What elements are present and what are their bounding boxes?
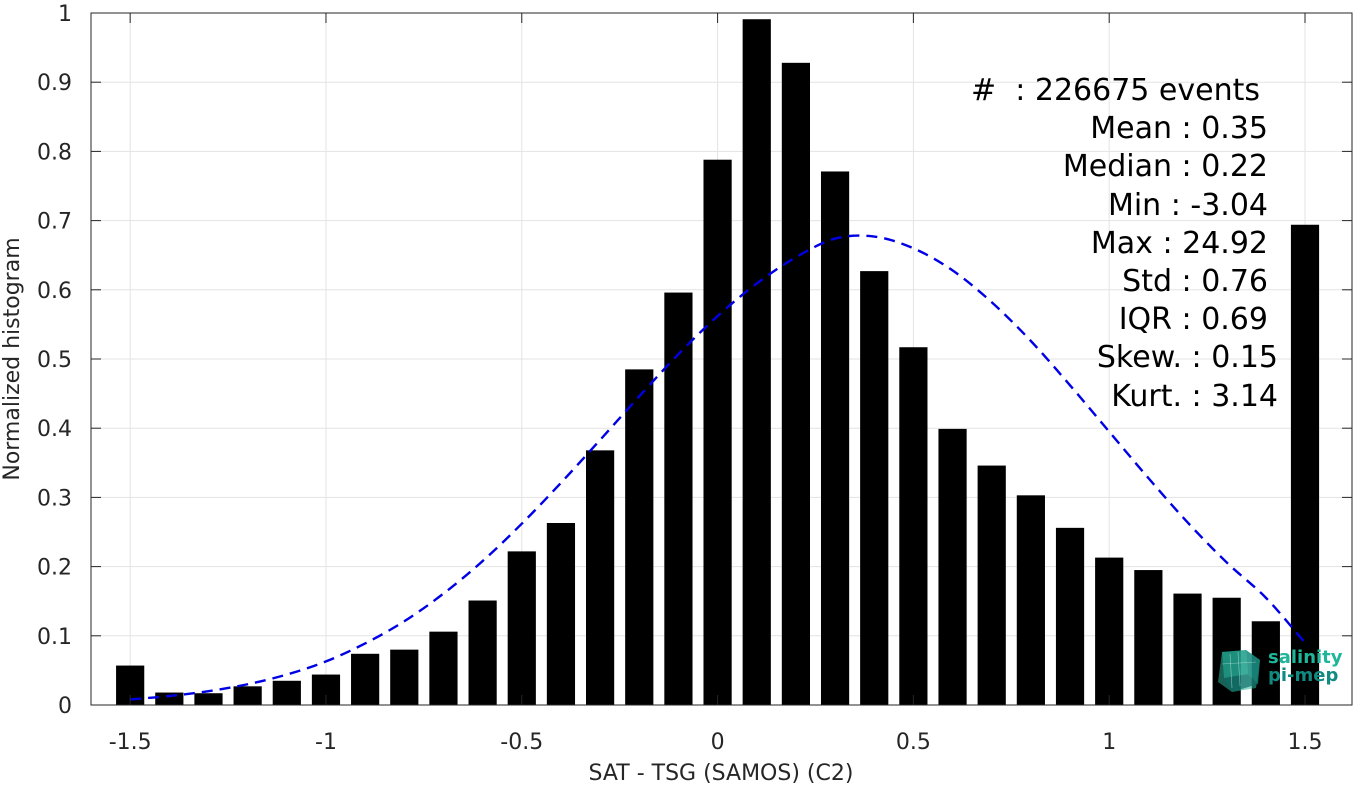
x-tick-labels: -1.5 -1 -0.5 0 0.5 1 1.5 — [109, 730, 1323, 755]
y-tick-label: 1 — [58, 2, 72, 27]
y-tick-label: 0.2 — [37, 556, 72, 581]
bar — [586, 450, 615, 705]
bar — [155, 692, 184, 705]
y-tick-label: 0.1 — [37, 625, 72, 650]
bar — [742, 19, 771, 705]
bar — [351, 653, 380, 705]
bar — [272, 680, 301, 705]
statistics-box: # : 226675 events Mean : 0.35 Median : 0… — [900, 72, 1280, 416]
bar — [1290, 224, 1320, 705]
bar — [429, 631, 458, 705]
bar — [546, 523, 576, 705]
bar — [233, 686, 262, 705]
x-tick-label: 0.5 — [896, 730, 931, 755]
bar — [1134, 570, 1163, 705]
bar — [977, 465, 1006, 705]
y-tick-labels: 0 0.1 0.2 0.3 0.4 0.5 0.6 0.7 0.8 0.9 1 — [37, 2, 72, 719]
x-axis-label: SAT - TSG (SAMOS) (C2) — [589, 761, 854, 785]
fit-curve — [130, 234, 1306, 701]
stat-median: Median : 0.22 — [1062, 149, 1268, 185]
bar — [468, 600, 497, 705]
y-tick-label: 0.7 — [37, 210, 72, 235]
logo-line-1: salinity — [1268, 647, 1343, 668]
bar — [1055, 527, 1085, 705]
bar — [664, 292, 693, 705]
y-axis-label: Normalized histogram — [0, 237, 25, 480]
stat-max: Max : 24.92 — [1090, 225, 1268, 261]
stat-iqr: IQR : 0.69 — [1118, 302, 1268, 338]
bar — [938, 428, 967, 705]
bar — [781, 62, 811, 706]
logo-cube-icon — [1218, 650, 1260, 692]
stat-kurt: Kurt. : 3.14 — [1111, 378, 1278, 414]
bar — [1016, 495, 1045, 705]
x-tick-label: -0.5 — [500, 730, 543, 755]
salinity-pimep-logo: salinity pi-mep — [1216, 646, 1346, 696]
bar — [1173, 593, 1202, 705]
x-tick-label: 1 — [1102, 730, 1116, 755]
x-tick-label: 1.5 — [1288, 730, 1323, 755]
stat-min: Min : -3.04 — [1107, 187, 1268, 223]
bar — [820, 171, 850, 705]
stat-mean: Mean : 0.35 — [1090, 111, 1268, 147]
bar — [860, 271, 889, 705]
y-tick-label: 0.4 — [37, 417, 72, 442]
stat-skew: Skew. : 0.15 — [1096, 340, 1278, 376]
y-tick-label: 0.5 — [37, 348, 72, 373]
axis-ticks — [91, 12, 1352, 706]
y-tick-label: 0.3 — [37, 486, 72, 511]
y-tick-label: 0.8 — [37, 140, 72, 165]
logo-text: salinity pi-mep — [1268, 649, 1343, 685]
x-tick-label: 0 — [711, 730, 725, 755]
bar — [390, 649, 419, 705]
bar — [625, 369, 654, 705]
stat-std: Std : 0.76 — [1122, 263, 1268, 299]
stat-events: # : 226675 events — [971, 73, 1260, 108]
bar — [899, 347, 928, 705]
bar — [507, 551, 536, 705]
logo-line-2: pi-mep — [1268, 665, 1339, 686]
x-tick-label: -1 — [315, 730, 337, 755]
bar — [194, 693, 223, 705]
bar — [703, 159, 732, 706]
y-tick-label: 0.6 — [37, 279, 72, 304]
x-tick-label: -1.5 — [109, 730, 152, 755]
y-tick-label: 0 — [58, 694, 72, 719]
y-tick-label: 0.9 — [37, 71, 72, 96]
bar — [1095, 557, 1124, 705]
bars-group — [116, 19, 1320, 706]
